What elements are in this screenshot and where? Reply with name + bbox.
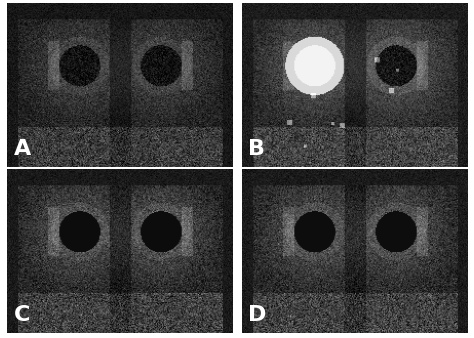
Text: D: D <box>248 305 267 325</box>
Text: A: A <box>14 139 31 159</box>
Text: C: C <box>14 305 30 325</box>
Text: B: B <box>248 139 265 159</box>
